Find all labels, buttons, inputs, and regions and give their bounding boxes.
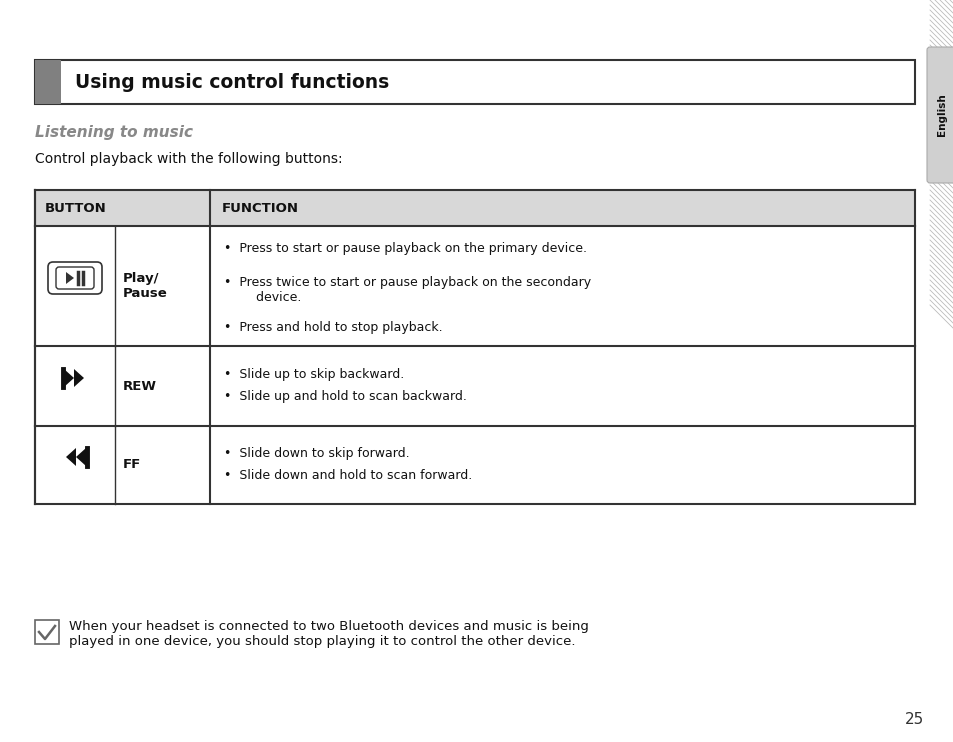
Text: Control playback with the following buttons:: Control playback with the following butt…	[35, 152, 342, 166]
Polygon shape	[76, 448, 86, 466]
Text: Using music control functions: Using music control functions	[75, 73, 389, 91]
FancyBboxPatch shape	[926, 47, 953, 183]
FancyBboxPatch shape	[48, 262, 102, 294]
Text: Listening to music: Listening to music	[35, 125, 193, 140]
Text: •  Press to start or pause playback on the primary device.: • Press to start or pause playback on th…	[224, 242, 586, 255]
Bar	[35, 60, 914, 104]
Text: •  Press and hold to stop playback.: • Press and hold to stop playback.	[224, 321, 442, 334]
Text: English: English	[936, 93, 946, 137]
Text: FF: FF	[123, 459, 141, 471]
Polygon shape	[66, 272, 74, 284]
Text: •  Slide down and hold to scan forward.: • Slide down and hold to scan forward.	[224, 469, 472, 482]
Bar	[35, 60, 61, 104]
Text: 25: 25	[903, 712, 923, 727]
Text: Play/
Pause: Play/ Pause	[123, 272, 168, 300]
Text: REW: REW	[123, 379, 157, 393]
Bar	[35, 620, 59, 644]
Text: BUTTON: BUTTON	[45, 202, 107, 214]
Text: •  Slide down to skip forward.: • Slide down to skip forward.	[224, 447, 409, 460]
Polygon shape	[64, 369, 74, 387]
Polygon shape	[66, 448, 76, 466]
Text: FUNCTION: FUNCTION	[222, 202, 298, 214]
Text: When your headset is connected to two Bluetooth devices and music is being
playe: When your headset is connected to two Bl…	[69, 620, 588, 648]
FancyBboxPatch shape	[56, 267, 94, 289]
Text: •  Press twice to start or pause playback on the secondary
        device.: • Press twice to start or pause playback…	[224, 276, 591, 304]
Polygon shape	[74, 369, 84, 387]
Text: •  Slide up to skip backward.: • Slide up to skip backward.	[224, 368, 404, 381]
Text: •  Slide up and hold to scan backward.: • Slide up and hold to scan backward.	[224, 390, 466, 403]
Bar	[35, 190, 914, 226]
